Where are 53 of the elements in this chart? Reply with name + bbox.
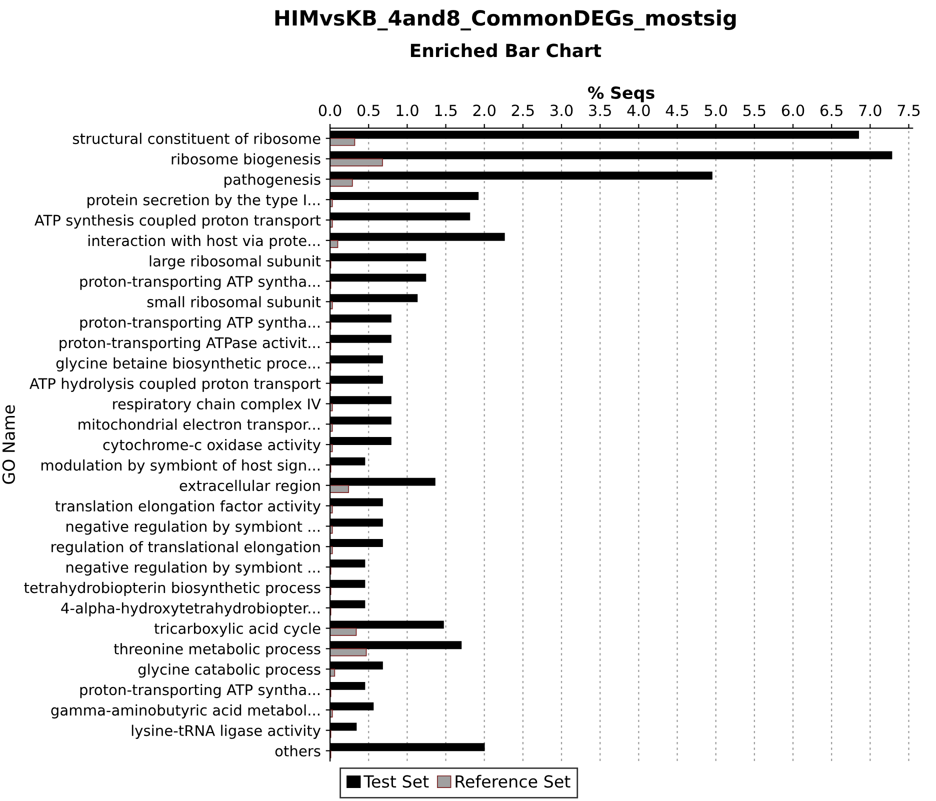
x-tick-label: 3.5 [589,104,611,116]
y-tick-label: extracellular region [180,480,320,494]
y-tick-label: negative regulation by symbiont ... [66,520,320,535]
y-tick-label: modulation by symbiont of host sign... [42,459,320,474]
y-tick-label: negative regulation by symbiont ... [66,561,320,576]
y-tick-label: protein secretion by the type I... [88,194,320,208]
y-tick-label: others [275,745,320,756]
chart-subtitle: Enriched Bar Chart [410,43,602,58]
x-tick-label: 4.0 [627,104,650,116]
x-tick-label: 0.5 [357,104,380,116]
x-tick-label: 1.5 [435,104,457,116]
legend-label: Test Set [364,775,429,788]
x-tick-label: 0.0 [318,104,342,116]
x-tick-label: 2.5 [512,104,534,116]
y-tick-label: cytochrome-c oxidase activity [103,439,321,454]
y-tick-label: gamma-aminobutyric acid metabol... [51,704,320,718]
y-tick-label: interaction with host via prote... [88,234,320,250]
y-tick-label: structural constituent of ribosome [72,132,320,144]
y-tick-label: large ribosomal subunit [150,255,321,270]
y-tick-label: mitochondrial electron transpor... [78,418,320,433]
y-tick-label: proton-transporting ATPase activit... [60,336,320,352]
y-tick-label: ATP hydrolysis coupled proton transport [30,378,321,392]
y-tick-label: proton-transporting ATP syntha... [80,316,320,331]
x-tick-label: 6.5 [820,104,842,116]
y-tick-label: threonine metabolic process [114,643,320,658]
x-tick-label: 2.0 [473,104,496,116]
y-tick-label: ribosome biogenesis [172,153,320,168]
y-tick-label: ATP synthesis coupled proton transport [34,214,321,229]
y-tick-label: glycine catabolic process [138,664,320,678]
x-tick-label: 5.5 [743,104,766,116]
x-tick-label: 7.5 [898,104,920,116]
x-tick-label: 4.5 [666,104,688,116]
legend-label: Reference Set [456,774,570,788]
y-tick-label: tetrahydrobiopterin biosynthetic process [24,582,320,596]
y-tick-label: regulation of translational elongation [52,541,320,556]
x-tick-label: 1.0 [396,104,418,116]
y-tick-label: translation elongation factor activity [55,500,321,514]
y-tick-label: proton-transporting ATP syntha... [80,276,320,290]
y-tick-label: pathogenesis [224,174,320,188]
y-tick-label: tricarboxylic acid cycle [154,622,320,637]
x-tick-label: 6.0 [782,104,804,116]
x-tick-label: 5.0 [704,104,727,116]
y-tick-label: small ribosomal subunit [147,296,321,308]
y-tick-label: respiratory chain complex IV [113,398,321,412]
y-axis-title: GO Name [2,405,15,484]
y-tick-label: 4-alpha-hydroxytetrahydrobiopter... [61,602,320,616]
x-axis-title: % Seqs [588,86,654,102]
x-tick-label: 3.0 [550,104,573,116]
y-tick-label: proton-transporting ATP syntha... [80,684,320,698]
y-tick-label: glycine betaine biosynthetic proce... [56,357,320,372]
x-tick-label: 7.0 [859,104,882,116]
chart-title: HIMvsKB_4and8_CommonDEGs_mostsig [275,10,736,30]
y-tick-label: lysine-tRNA ligase activity [132,724,321,739]
